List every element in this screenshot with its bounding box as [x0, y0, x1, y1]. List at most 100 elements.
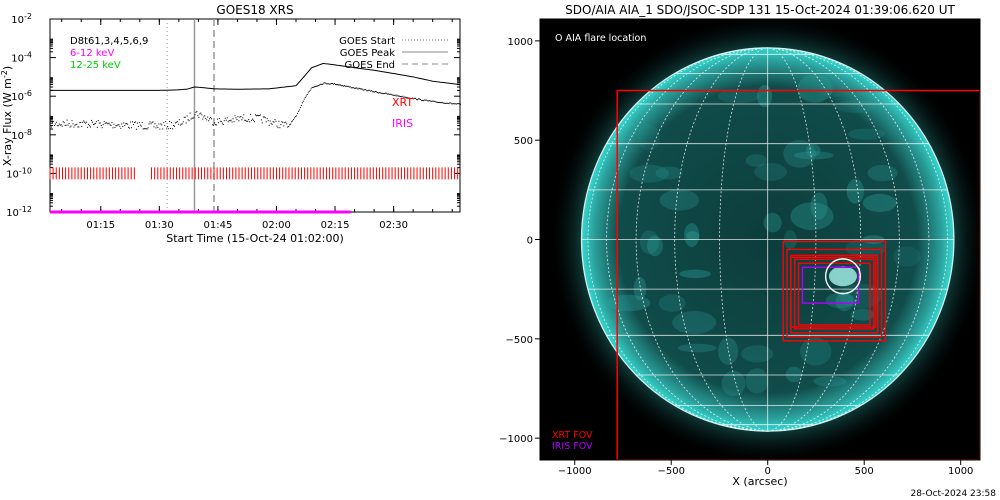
goes-data-point: [435, 101, 437, 103]
goes-data-point: [351, 87, 353, 89]
goes-data-point: [448, 103, 450, 105]
goes-data-point: [455, 103, 457, 105]
goes-data-point: [420, 99, 422, 101]
goes-data-point: [306, 94, 308, 96]
goes-y-tick-base: 10: [11, 92, 24, 103]
goes-data-point: [62, 121, 64, 123]
goes-data-point: [204, 115, 206, 117]
goes-data-point: [235, 117, 237, 119]
goes-data-point: [207, 116, 209, 118]
goes-data-point: [99, 122, 101, 124]
goes-data-point: [167, 126, 169, 128]
goes-data-point: [150, 123, 152, 125]
goes-data-point: [144, 128, 146, 130]
goes-data-point: [413, 98, 415, 100]
goes-data-point: [238, 120, 240, 122]
goes-data-point: [334, 83, 336, 85]
goes-data-point: [310, 88, 312, 90]
goes-data-point: [441, 101, 443, 103]
goes-data-point: [217, 122, 219, 124]
goes-data-point: [298, 109, 300, 111]
goes-data-point: [111, 121, 113, 123]
goes-data-point: [170, 127, 172, 129]
goes-data-point: [288, 126, 290, 128]
goes-data-point: [275, 120, 277, 122]
goes-data-point: [59, 124, 61, 126]
goes-data-point: [353, 87, 355, 89]
goes-data-point: [280, 124, 282, 126]
goes-data-point: [78, 126, 80, 128]
goes-data-point: [119, 125, 121, 127]
goes-data-point: [176, 121, 178, 123]
goes-data-point: [133, 121, 135, 123]
goes-data-point: [249, 121, 251, 123]
goes-data-point: [313, 86, 315, 88]
goes-data-point: [263, 116, 265, 118]
goes-data-point: [308, 91, 310, 93]
goes-data-point: [254, 121, 256, 123]
goes-data-point: [230, 119, 232, 121]
goes-data-point: [90, 126, 92, 128]
goes-data-point: [80, 121, 82, 123]
goes-data-point: [60, 124, 62, 126]
goes-data-point: [109, 124, 111, 126]
goes-data-point: [134, 121, 136, 123]
goes-data-point: [157, 127, 159, 129]
goes-data-point: [250, 113, 252, 115]
goes-data-point: [447, 102, 449, 104]
goes-data-point: [72, 123, 74, 125]
goes-data-point: [458, 103, 460, 105]
goes-data-point: [367, 90, 369, 92]
goes-data-point: [440, 102, 442, 104]
goes-data-point: [190, 118, 192, 120]
goes-data-point: [63, 122, 65, 124]
goes-data-point: [205, 117, 207, 119]
goes-data-point: [340, 85, 342, 87]
goes-data-point: [115, 125, 117, 127]
goes-data-point: [244, 119, 246, 121]
goes-data-point: [225, 119, 227, 121]
goes-data-point: [260, 119, 262, 121]
goes-data-point: [211, 118, 213, 120]
goes-data-point: [52, 120, 54, 122]
goes-data-point: [243, 114, 245, 116]
goes-data-point: [274, 119, 276, 121]
goes-data-point: [248, 119, 250, 121]
goes-data-point: [149, 121, 151, 123]
goes-data-point: [222, 124, 224, 126]
goes-data-point: [454, 103, 456, 105]
goes-data-point: [369, 89, 371, 91]
goes-data-point: [295, 116, 297, 118]
goes-data-point: [121, 123, 123, 125]
goes-data-point: [100, 125, 102, 127]
goes-data-point: [84, 121, 86, 123]
goes-data-point: [400, 96, 402, 98]
goes-x-tick-label: 02:15: [321, 220, 350, 231]
goes-data-point: [281, 121, 283, 123]
goes-data-point: [387, 93, 389, 95]
goes-data-point: [450, 102, 452, 104]
goes-y-tick-base: 10: [11, 131, 24, 142]
goes-data-point: [415, 97, 417, 99]
goes-y-tick-exp: -12: [19, 205, 32, 214]
goes-data-point: [210, 116, 212, 118]
goes-data-point: [73, 126, 75, 128]
goes-x-tick-label: 01:30: [145, 220, 174, 231]
goes-data-point: [392, 94, 394, 96]
goes-data-point: [77, 126, 79, 128]
goes-data-point: [168, 128, 170, 130]
goes-data-point: [449, 102, 451, 104]
goes-data-point: [286, 123, 288, 125]
goes-data-point: [359, 88, 361, 90]
goes-data-point: [193, 116, 195, 118]
goes-data-point: [103, 121, 105, 123]
goes-data-point: [246, 120, 248, 122]
goes-data-point: [156, 125, 158, 127]
goes-data-point: [165, 121, 167, 123]
goes-data-point: [372, 91, 374, 93]
goes-data-point: [357, 88, 359, 90]
goes-data-point: [175, 121, 177, 123]
goes-data-point: [164, 125, 166, 127]
goes-data-point: [307, 92, 309, 94]
goes-data-point: [118, 124, 120, 126]
